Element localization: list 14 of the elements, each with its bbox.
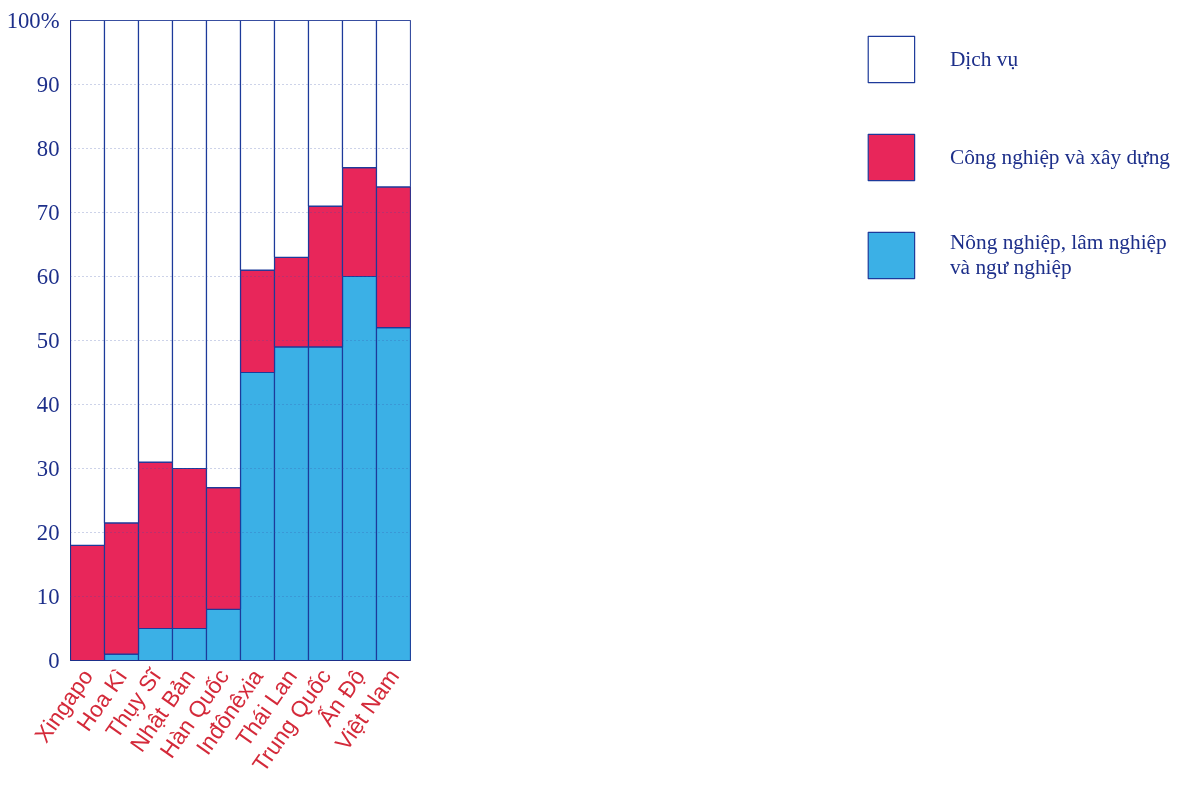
y-tick-label: 60 <box>36 264 60 289</box>
y-tick-label: 0 <box>48 648 60 673</box>
legend-label: Dịch vụ <box>949 46 1019 72</box>
y-tick-label: 80 <box>36 136 60 161</box>
y-tick-label: 70 <box>36 200 60 225</box>
y-tick-label: 20 <box>36 520 60 545</box>
y-tick-label: 90 <box>36 72 60 97</box>
y-tick-label: 100% <box>6 8 60 33</box>
y-tick-label: 10 <box>36 584 60 609</box>
legend-label: Nông nghiệp, lâm nghiệp và ngư nghiệp <box>949 230 1167 280</box>
y-tick-label: 30 <box>36 456 60 481</box>
legend-label: Công nghiệp và xây dựng <box>949 144 1170 170</box>
y-tick-label: 40 <box>36 392 60 417</box>
y-tick-label: 50 <box>36 328 60 353</box>
